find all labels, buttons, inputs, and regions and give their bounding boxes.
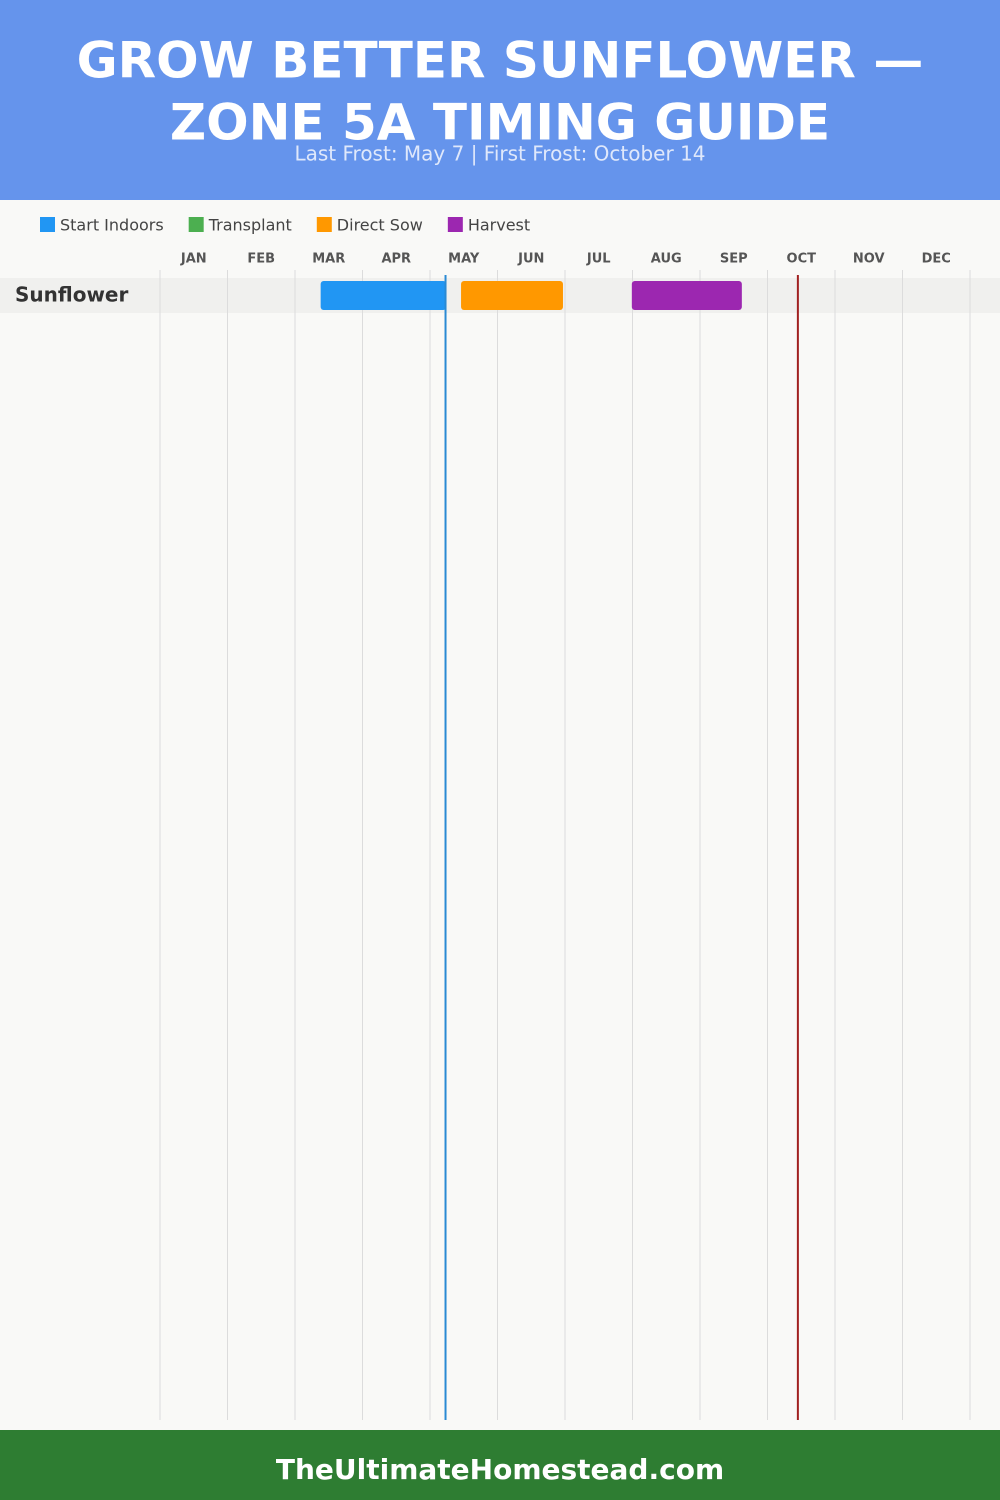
month-label: MAY <box>448 252 480 267</box>
legend-label: Start Indoors <box>60 216 164 235</box>
footer <box>0 1430 1000 1500</box>
legend-swatch <box>188 217 204 232</box>
month-label: AUG <box>651 252 682 267</box>
month-label: DEC <box>922 252 951 267</box>
month-label: JUN <box>517 252 544 267</box>
bar <box>461 281 563 310</box>
legend-label: Direct Sow <box>337 216 423 235</box>
month-label: OCT <box>787 252 817 267</box>
legend-swatch <box>316 217 332 232</box>
month-label: FEB <box>247 252 275 267</box>
legend-swatch <box>40 217 55 232</box>
legend-label: Harvest <box>468 216 530 235</box>
month-label: APR <box>381 252 411 267</box>
footer-text: TheUltimateHomestead.com <box>276 1453 724 1486</box>
bar <box>320 281 447 310</box>
crop-label: Sunflower <box>15 283 128 307</box>
month-label: SEP <box>720 252 748 267</box>
title: GROW BETTER SUNFLOWER — <box>77 32 924 90</box>
month-label: JAN <box>180 252 207 267</box>
header <box>0 0 1000 200</box>
month-label: NOV <box>853 252 885 267</box>
month-label: MAR <box>312 252 345 267</box>
title: ZONE 5A TIMING GUIDE <box>170 94 830 152</box>
subtitle: Last Frost: May 7 | First Frost: October… <box>294 142 705 166</box>
legend-label: Transplant <box>208 216 292 235</box>
legend-swatch <box>447 217 463 232</box>
bar <box>631 281 742 310</box>
month-label: JUL <box>586 252 611 267</box>
